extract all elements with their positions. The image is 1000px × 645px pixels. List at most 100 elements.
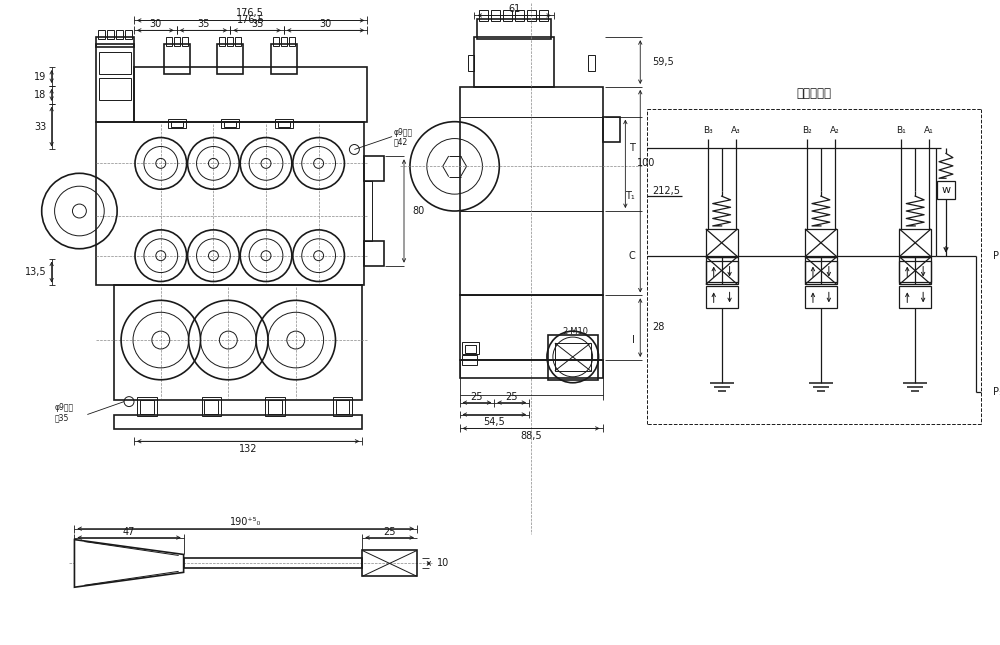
Bar (706, 286, 738, 308)
Bar (202, 397, 221, 417)
Bar (460, 295, 603, 360)
Bar (336, 400, 349, 413)
Bar (474, 37, 554, 87)
Text: w: w (941, 185, 951, 195)
Bar (515, 10, 524, 21)
Bar (140, 400, 154, 413)
Text: T₁: T₁ (626, 191, 635, 201)
Bar (281, 37, 287, 46)
Bar (107, 30, 114, 39)
Bar (491, 10, 500, 21)
Bar (465, 345, 476, 353)
Bar (219, 37, 225, 46)
Bar (235, 37, 241, 46)
Text: 212,5: 212,5 (652, 186, 680, 196)
Text: 61: 61 (508, 3, 520, 14)
Bar (96, 122, 364, 286)
Bar (289, 37, 295, 46)
Text: C: C (629, 251, 635, 261)
Text: 10: 10 (437, 559, 449, 568)
Bar (899, 257, 931, 284)
Text: A₂: A₂ (830, 126, 840, 135)
Bar (548, 335, 598, 380)
Bar (479, 10, 488, 21)
Text: 35: 35 (197, 19, 210, 30)
Text: 18: 18 (34, 90, 47, 100)
Bar (805, 286, 837, 308)
Text: P₁: P₁ (993, 386, 1000, 397)
Text: 30: 30 (319, 19, 332, 30)
Text: 2-M10: 2-M10 (563, 326, 589, 335)
Bar (99, 78, 131, 100)
Text: φ9螺孔: φ9螺孔 (394, 128, 413, 137)
Bar (268, 400, 282, 413)
Bar (166, 37, 172, 46)
Bar (468, 55, 474, 71)
Bar (899, 286, 931, 308)
Text: 100: 100 (637, 159, 656, 168)
Text: 30: 30 (149, 19, 161, 30)
Text: φ9螺孔: φ9螺孔 (55, 403, 74, 412)
Bar (364, 241, 384, 266)
Text: 28: 28 (652, 322, 665, 332)
Bar (224, 121, 236, 126)
Bar (96, 37, 134, 47)
Bar (164, 45, 190, 74)
Bar (503, 10, 512, 21)
Bar (937, 181, 955, 199)
Bar (275, 119, 293, 128)
Bar (271, 45, 297, 74)
Text: 35: 35 (251, 19, 263, 30)
Bar (364, 157, 384, 181)
Bar (460, 87, 603, 295)
Text: A₁: A₁ (924, 126, 934, 135)
Bar (462, 342, 479, 354)
Bar (98, 30, 105, 39)
Bar (539, 10, 548, 21)
Bar (364, 181, 372, 241)
Text: T: T (629, 143, 635, 154)
Polygon shape (74, 540, 184, 587)
Bar (333, 397, 352, 417)
Bar (134, 67, 367, 122)
Bar (460, 360, 603, 378)
Bar (899, 261, 931, 283)
Text: 25: 25 (470, 392, 483, 402)
Bar (227, 37, 233, 46)
Text: 176,5: 176,5 (237, 15, 265, 25)
Bar (221, 119, 239, 128)
Bar (527, 10, 536, 21)
Bar (706, 261, 738, 283)
Bar (96, 45, 134, 122)
Text: 13,5: 13,5 (25, 267, 47, 277)
Text: 19: 19 (34, 72, 47, 81)
Bar (706, 257, 738, 284)
Text: 47: 47 (123, 526, 135, 537)
Bar (125, 30, 132, 39)
Bar (174, 37, 180, 46)
Bar (265, 397, 285, 417)
Text: 25: 25 (383, 526, 396, 537)
Text: B₂: B₂ (802, 126, 812, 135)
Bar (477, 19, 551, 39)
Bar (805, 261, 837, 283)
Bar (278, 121, 290, 126)
Text: I: I (632, 335, 635, 345)
Bar (171, 121, 183, 126)
Bar (462, 355, 477, 365)
Text: 深35: 深35 (55, 413, 69, 422)
Bar (805, 257, 837, 284)
Bar (99, 52, 131, 74)
Text: 132: 132 (239, 444, 257, 454)
Bar (588, 55, 595, 71)
Bar (182, 37, 188, 46)
Bar (217, 45, 243, 74)
Text: 190⁺⁵₀: 190⁺⁵₀ (230, 517, 261, 527)
Text: 25: 25 (505, 392, 517, 402)
Bar (168, 119, 186, 128)
Text: B₁: B₁ (896, 126, 906, 135)
Text: 54,5: 54,5 (483, 417, 505, 428)
Text: 88,5: 88,5 (520, 432, 542, 441)
Text: 深42: 深42 (394, 137, 408, 146)
Bar (603, 117, 620, 141)
